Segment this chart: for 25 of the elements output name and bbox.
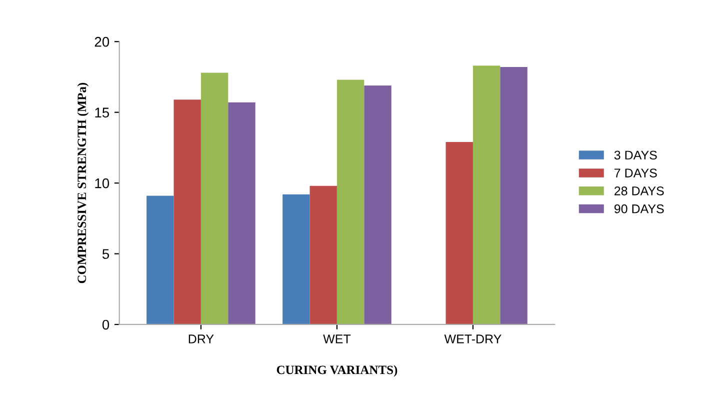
- legend-label: 3 DAYS: [614, 150, 657, 160]
- bar: [446, 142, 473, 324]
- x-tick-label: WET-DRY: [444, 334, 502, 344]
- legend-label: 7 DAYS: [614, 168, 657, 178]
- x-tick-label: WET: [323, 334, 351, 344]
- bar: [336, 80, 364, 324]
- bar: [174, 100, 201, 324]
- y-axis-title: COMPRESSIVE STRENGTH (MPa): [77, 82, 89, 284]
- bar: [364, 85, 392, 324]
- bar: [228, 102, 256, 324]
- y-tick-label: 20: [94, 36, 110, 47]
- x-tick-label: DRY: [188, 334, 214, 344]
- legend-label: 90 DAYS: [614, 204, 664, 214]
- legend-label: 28 DAYS: [614, 186, 664, 196]
- x-axis-title: CURING VARIANTS): [276, 365, 398, 377]
- bar: [200, 72, 228, 324]
- y-tick-label: 15: [95, 108, 110, 118]
- y-tick-label: 5: [102, 249, 110, 259]
- bar: [282, 194, 310, 324]
- bar: [310, 186, 337, 324]
- bar: [472, 66, 500, 324]
- bar: [500, 67, 528, 324]
- y-tick-label: 10: [95, 178, 110, 188]
- bar: [146, 196, 174, 324]
- y-tick-label: 0: [102, 320, 110, 330]
